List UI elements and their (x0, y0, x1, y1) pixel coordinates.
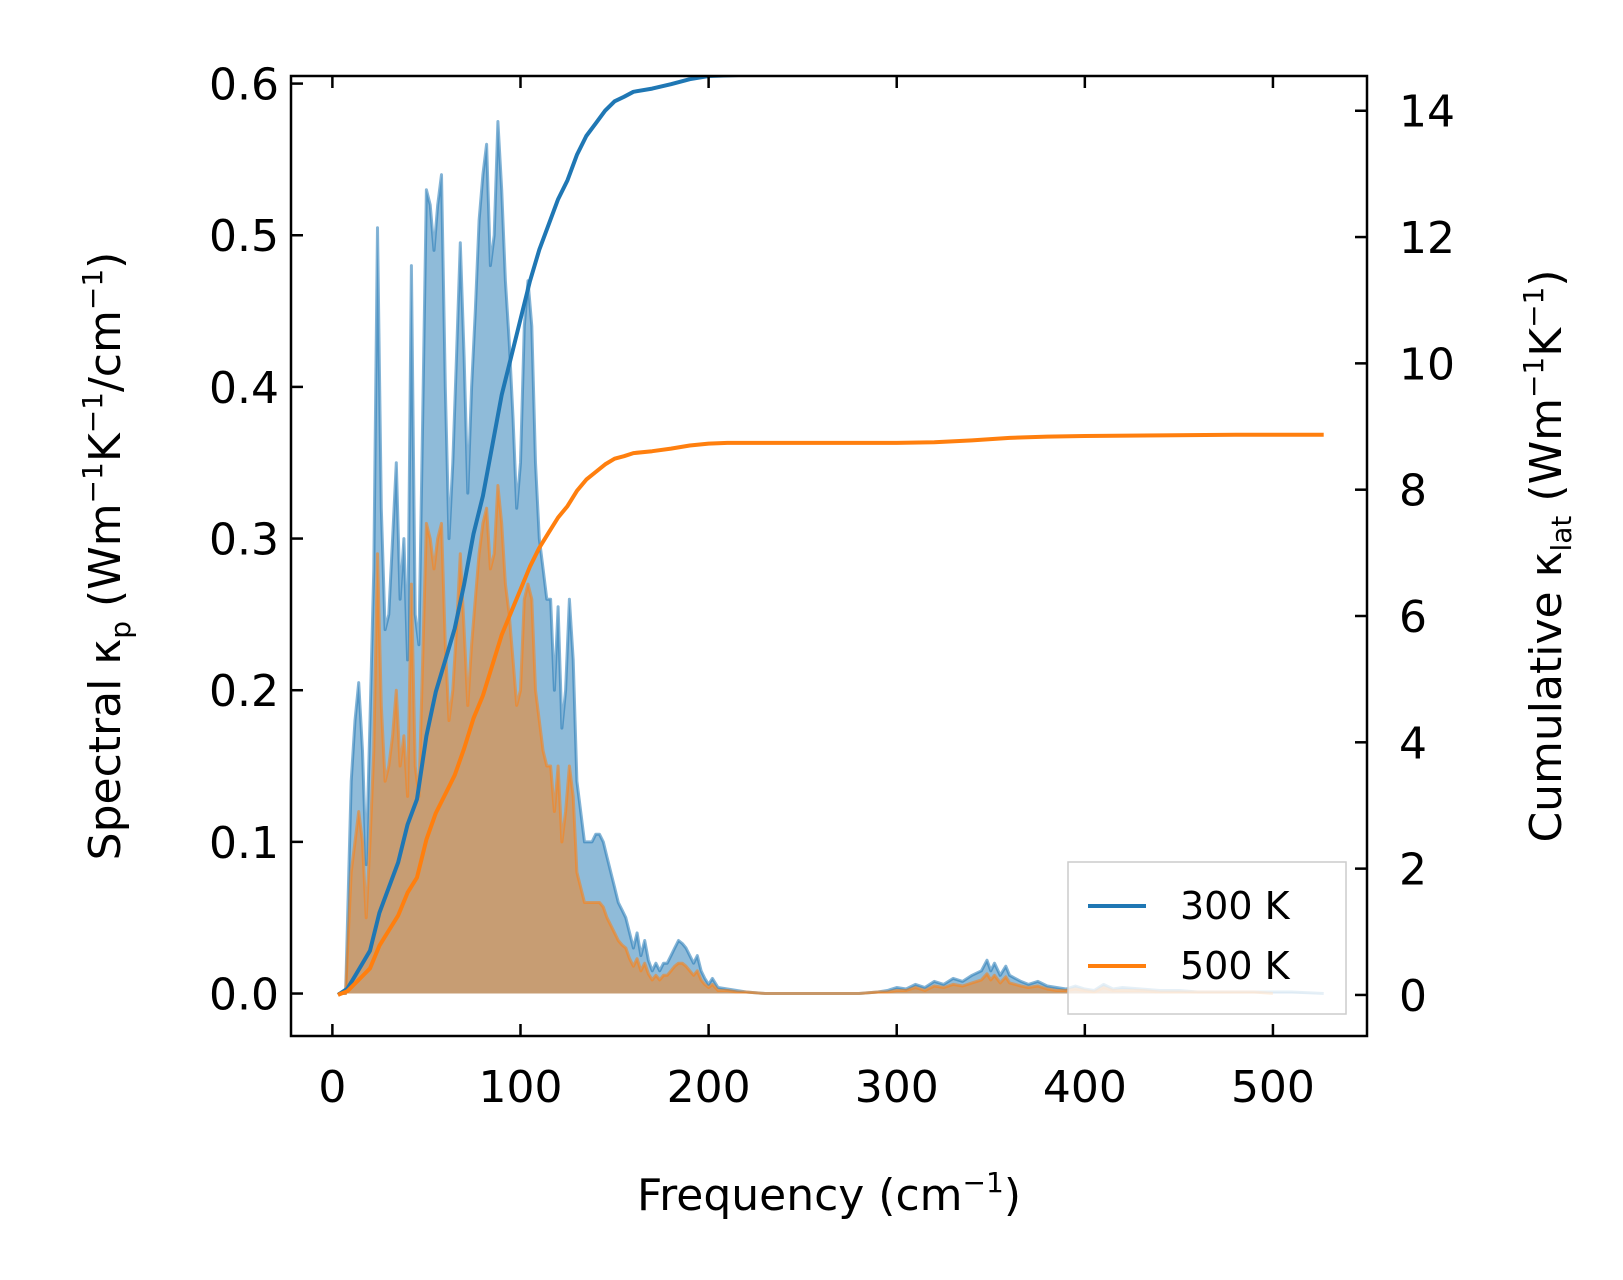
x-tick-label: 100 (479, 1062, 563, 1113)
spectral-line-500k (338, 484, 1274, 995)
x-axis-label: Frequency (cm−1) (637, 1166, 1021, 1221)
y-left-tick-label: 0.5 (209, 211, 279, 262)
cumulative-line-layer (336, 76, 1324, 997)
legend-frame (1067, 861, 1347, 1015)
y-right-tick-label: 6 (1399, 592, 1427, 643)
legend: 300 K 500 K (1067, 861, 1347, 1015)
y-left-tick-label: 0.1 (209, 818, 279, 869)
cumulative-line-500k (337, 432, 1324, 997)
x-tick-label: 300 (855, 1062, 939, 1113)
y-right-tick-label: 12 (1399, 213, 1455, 264)
spectral-line-300k (338, 120, 1324, 995)
y-right-tick-label: 2 (1399, 845, 1427, 896)
x-tick-label: 200 (667, 1062, 751, 1113)
x-tick-label: 500 (1231, 1062, 1315, 1113)
y-right-tick-label: 4 (1399, 718, 1427, 769)
spectral-area-500k (338, 485, 1273, 994)
y-right-tick-label: 14 (1399, 87, 1455, 138)
y-right-tick-label: 8 (1399, 466, 1427, 517)
y-left-tick-label: 0.4 (209, 363, 279, 414)
y-left-tick-label: 0.6 (209, 60, 279, 111)
y-left-tick-label: 0.3 (209, 515, 279, 566)
tick-layer: 0 100 200 300 400 500 0.0 0.1 0.2 0.3 0.4 0.5 0.6 0 2 4… (209, 60, 1455, 1113)
cumulative-line-300k (336, 76, 919, 997)
y-right-tick-label: 0 (1399, 971, 1427, 1022)
y-left-tick-label: 0.0 (209, 970, 279, 1021)
x-tick-label: 0 (318, 1062, 346, 1113)
legend-label-500k: 500 K (1180, 944, 1291, 988)
y-axis-right-label: Cumulative κlat (Wm−1K−1) (1517, 269, 1578, 842)
x-tick-label: 400 (1043, 1062, 1127, 1113)
legend-label-300k: 300 K (1180, 884, 1291, 928)
y-right-tick-label: 10 (1399, 339, 1455, 390)
plot-frame (289, 74, 1369, 1038)
y-axis-left-label: Spectral κp (Wm−1K−1/cm−1) (76, 252, 137, 861)
y-left-tick-label: 0.2 (209, 666, 279, 717)
